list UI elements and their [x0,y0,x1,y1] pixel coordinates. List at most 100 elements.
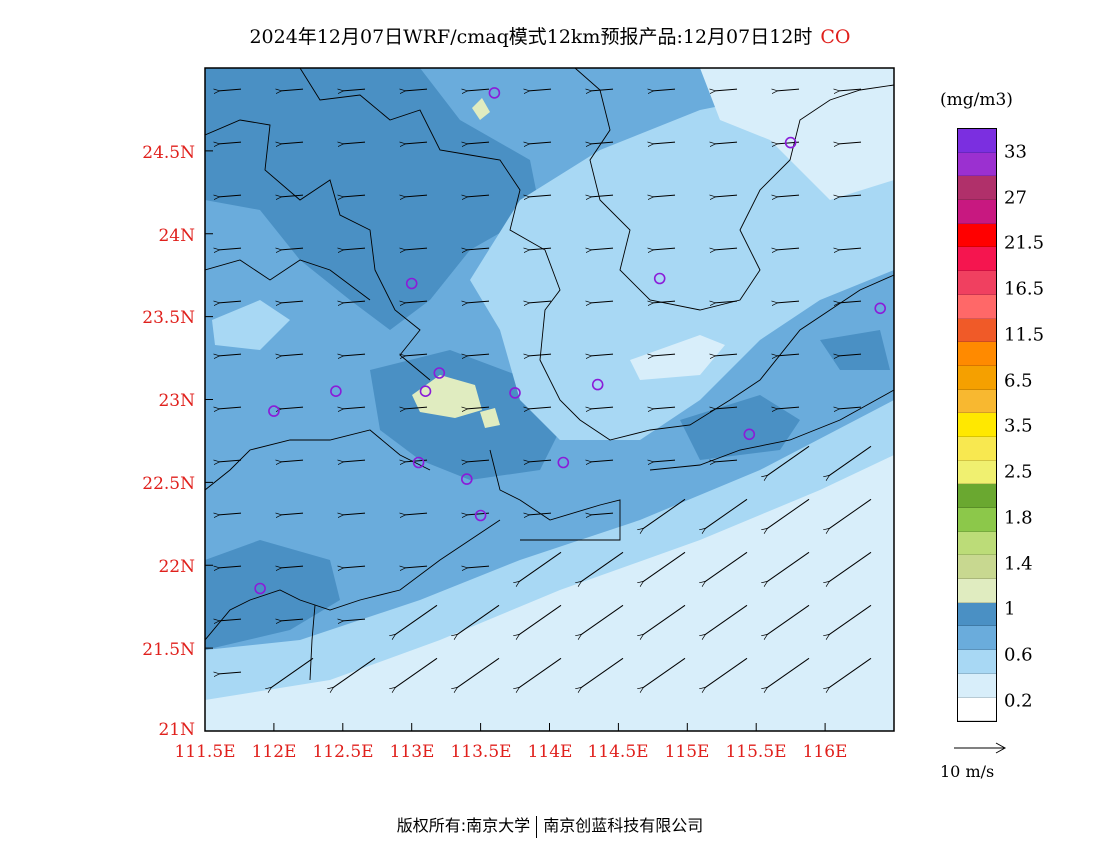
wind-arrow [219,619,242,621]
wind-arrow [653,89,676,91]
wind-arrow [767,445,810,475]
color-bar-segment [958,484,996,508]
wind-arrow [405,195,428,197]
wind-arrow [591,460,614,462]
wind-arrow [777,354,800,356]
legend-label-2-5: 2.5 [1004,461,1033,483]
wind-arrow [219,566,242,568]
wind-reference-label: 10 m/s [940,762,995,781]
wind-arrow [219,301,242,303]
color-bar-segment [958,508,996,532]
wind-arrow [405,566,428,568]
station-marker [874,302,887,315]
station-marker [405,277,418,290]
wind-arrow [457,604,500,634]
color-bar-segment [958,650,996,674]
lat-label-22: 22N [158,557,195,577]
lon-label-115: 115E [664,742,710,762]
station-marker [557,456,570,469]
wind-arrow [715,460,738,462]
wind-arrow [219,460,242,462]
wind-arrow [653,195,676,197]
legend-label-1: 1 [1004,598,1016,620]
wind-arrow [281,566,304,568]
wind-arrow [343,513,366,515]
wind-arrow [591,142,614,144]
color-bar-segment [958,294,996,319]
station-marker [488,87,501,99]
wind-arrow [529,301,552,303]
lat-label-23: 23N [158,391,195,411]
axis-ticks [204,150,826,732]
color-bar-segment [958,247,996,272]
color-bar-segment [958,579,996,603]
wind-arrow [467,142,490,144]
wind-arrow [715,407,738,409]
wind-arrow [343,195,366,197]
color-bar-segment [958,673,996,698]
color-bar-segment [958,436,996,461]
species-label: CO [820,26,851,48]
station-marker [419,385,432,398]
wind-arrow [395,657,438,687]
wind-arrow [467,248,490,250]
wind-arrow [777,89,800,91]
wind-arrow [219,195,242,197]
wind-arrow [839,301,862,303]
legend-label-27: 27 [1004,187,1027,209]
station-marker [509,387,521,399]
wind-arrow [591,407,614,409]
wind-arrow [839,354,862,356]
wind-arrow [591,195,614,197]
concentration-field [205,68,894,731]
wind-arrow [529,407,552,409]
wind-arrow [529,513,552,515]
wind-arrow [519,604,562,634]
wind-arrow [281,460,304,462]
wind-arrow [643,657,686,687]
wind-arrow [405,407,428,409]
wind-arrow [529,354,552,356]
color-bar-segment [958,602,996,627]
lat-label-24-5: 24.5N [142,143,195,163]
station-marker [653,272,666,285]
color-bar-segment [958,271,996,295]
color-bar-segment [958,318,996,343]
lat-label-24: 24N [158,226,195,246]
wind-arrow [705,551,748,581]
wind-arrow [343,566,366,568]
wind-arrow [343,248,366,250]
wind-arrow [281,354,304,356]
wind-arrow [271,657,314,687]
lat-label-22-5: 22.5N [142,474,195,494]
color-bar-segment [958,460,996,485]
wind-arrow [467,407,490,409]
wind-arrow [829,551,872,581]
title-text: 2024年12月07日WRF/cmaq模式12km预报产品:12月07日12时 [249,26,813,48]
legend-label-3-5: 3.5 [1004,415,1033,437]
wind-arrow [581,551,624,581]
wind-arrow [591,513,614,515]
wind-arrow [653,248,676,250]
wind-arrow [715,195,738,197]
station-marker [591,378,604,391]
wind-arrow [653,301,676,303]
wind-arrow [343,301,366,303]
wind-arrow [343,460,366,462]
color-bar-segment [958,365,996,390]
wind-arrow [715,301,738,303]
lon-label-113: 113E [389,742,435,762]
lon-label-114-5: 114.5E [587,742,649,762]
wind-arrow [715,89,738,91]
color-bar-segment [958,200,996,224]
wind-vectors [219,89,872,688]
wind-arrow [405,142,428,144]
wind-arrow [219,407,242,409]
wind-arrow [591,301,614,303]
color-bar-segment [958,176,996,201]
wind-arrow [839,89,862,91]
wind-arrow [519,657,562,687]
wind-arrow [467,301,490,303]
wind-arrow [219,354,242,356]
map-title: 2024年12月07日WRF/cmaq模式12km预报产品:12月07日12时 C… [0,22,1100,49]
